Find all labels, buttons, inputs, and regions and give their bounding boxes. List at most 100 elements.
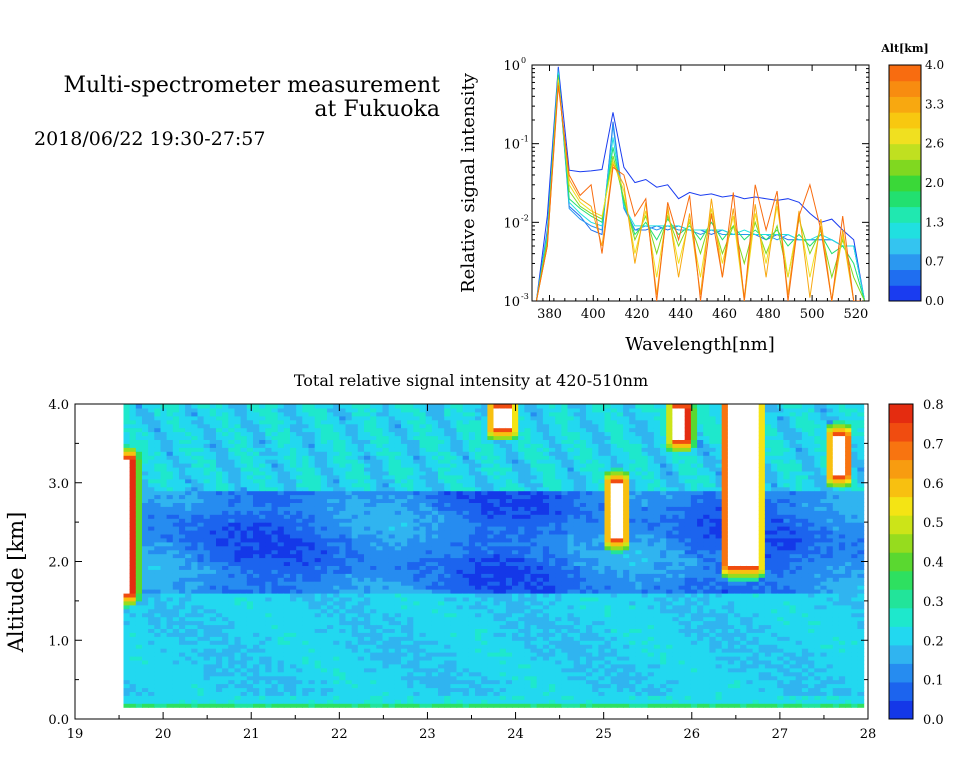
heatmap-cell bbox=[314, 624, 322, 629]
heatmap-cell bbox=[382, 608, 390, 614]
heatmap-cell bbox=[271, 585, 279, 590]
heatmap-cell bbox=[203, 596, 211, 602]
heatmap-cell bbox=[209, 687, 217, 692]
heatmap-cell bbox=[179, 593, 186, 598]
heatmap-cell bbox=[370, 518, 377, 523]
heatmap-cell bbox=[271, 569, 279, 574]
heatmap-cell bbox=[425, 644, 433, 649]
heatmap-cell bbox=[228, 604, 236, 610]
heatmap-cell bbox=[154, 451, 162, 456]
heatmap-cell bbox=[394, 589, 402, 594]
heatmap-cell bbox=[462, 577, 470, 582]
heatmap-cell bbox=[160, 593, 168, 598]
heatmap-cell bbox=[154, 467, 162, 472]
heatmap-cell bbox=[431, 628, 439, 633]
heatmap-cell bbox=[160, 419, 168, 425]
heatmap-cell bbox=[277, 530, 285, 535]
heatmap-cell bbox=[308, 628, 316, 633]
heatmap-cell bbox=[462, 612, 470, 618]
heatmap-cell bbox=[481, 411, 488, 417]
heatmap-cell bbox=[135, 699, 143, 704]
heatmap-cell bbox=[160, 510, 168, 515]
heatmap-cell bbox=[265, 663, 273, 669]
heatmap-cell bbox=[135, 526, 143, 531]
heatmap-cell bbox=[425, 526, 433, 531]
heatmap-cell bbox=[376, 687, 384, 692]
heatmap-cell bbox=[197, 573, 205, 578]
heatmap-cell bbox=[475, 502, 482, 507]
heatmap-cell bbox=[209, 482, 217, 488]
heatmap-cell bbox=[345, 537, 353, 543]
heatmap-cell bbox=[320, 659, 328, 665]
heatmap-cell bbox=[148, 541, 155, 547]
heatmap-cell bbox=[222, 620, 229, 626]
heatmap-cell bbox=[505, 632, 513, 637]
heatmap-cell bbox=[475, 463, 482, 468]
heatmap-cell bbox=[351, 490, 359, 496]
heatmap-cell bbox=[197, 691, 205, 696]
heatmap-cell bbox=[462, 545, 470, 551]
heatmap-cell bbox=[394, 644, 402, 649]
heatmap-cell bbox=[135, 593, 143, 598]
heatmap-cell bbox=[271, 636, 279, 641]
heatmap-cell bbox=[197, 498, 205, 503]
heatmap-cell bbox=[419, 518, 427, 523]
heatmap-cell bbox=[499, 656, 507, 661]
heatmap-cell bbox=[487, 620, 495, 626]
heatmap-cell bbox=[234, 596, 242, 602]
heatmap-cell bbox=[468, 608, 476, 614]
heatmap-cell bbox=[388, 616, 396, 622]
heatmap-cell bbox=[431, 687, 439, 692]
heatmap-cell bbox=[351, 644, 359, 649]
heatmap-cell bbox=[475, 596, 482, 602]
heatmap-cell bbox=[320, 459, 328, 464]
heatmap-cell bbox=[154, 533, 162, 539]
heatmap-cell bbox=[290, 522, 297, 527]
heatmap-cell bbox=[493, 593, 501, 598]
heatmap-cell bbox=[333, 663, 340, 669]
heatmap-cell bbox=[185, 467, 192, 472]
heatmap-cell bbox=[308, 675, 316, 681]
heatmap-cell bbox=[308, 561, 316, 566]
heatmap-cell bbox=[296, 553, 303, 559]
heatmap-cell bbox=[419, 608, 427, 614]
heatmap-cell bbox=[228, 561, 236, 566]
heatmap-cell bbox=[253, 557, 260, 563]
heatmap-cell bbox=[185, 423, 192, 429]
heatmap-cell bbox=[228, 652, 236, 657]
heatmap-cell bbox=[345, 423, 353, 429]
heatmap-cell bbox=[339, 415, 347, 421]
heatmap-cell bbox=[407, 533, 414, 539]
heatmap-cell bbox=[475, 644, 482, 649]
heatmap-cell bbox=[376, 518, 384, 523]
heatmap-cell bbox=[481, 506, 488, 511]
heatmap-cell bbox=[283, 545, 291, 551]
heatmap-cell bbox=[333, 490, 340, 496]
heatmap-cell bbox=[364, 415, 371, 421]
heatmap-cell bbox=[246, 506, 254, 511]
heatmap-cell bbox=[160, 467, 168, 472]
heatmap-cell bbox=[259, 494, 266, 500]
heatmap-cell bbox=[351, 467, 359, 472]
heatmap-cell bbox=[123, 537, 131, 543]
heatmap-cell bbox=[296, 679, 303, 685]
heatmap-cell bbox=[425, 419, 433, 425]
heatmap-cell bbox=[123, 699, 131, 704]
heatmap-cell bbox=[259, 541, 266, 547]
heatmap-cell bbox=[259, 620, 266, 626]
heatmap-cell bbox=[172, 652, 180, 657]
heatmap-cell bbox=[499, 620, 507, 626]
heatmap-cell bbox=[234, 467, 242, 472]
heatmap-cell bbox=[351, 447, 359, 452]
heatmap-cell bbox=[271, 691, 279, 696]
heatmap-cell bbox=[475, 636, 482, 641]
heatmap-cell bbox=[277, 703, 285, 708]
heatmap-cell bbox=[345, 628, 353, 633]
heatmap-cell bbox=[376, 565, 384, 570]
heatmap-cell bbox=[376, 506, 384, 511]
heatmap-cell bbox=[327, 404, 334, 409]
heatmap-cell bbox=[228, 490, 236, 496]
heatmap-cell bbox=[333, 569, 340, 574]
heatmap-cell bbox=[364, 636, 371, 641]
heatmap-cell bbox=[487, 667, 495, 673]
